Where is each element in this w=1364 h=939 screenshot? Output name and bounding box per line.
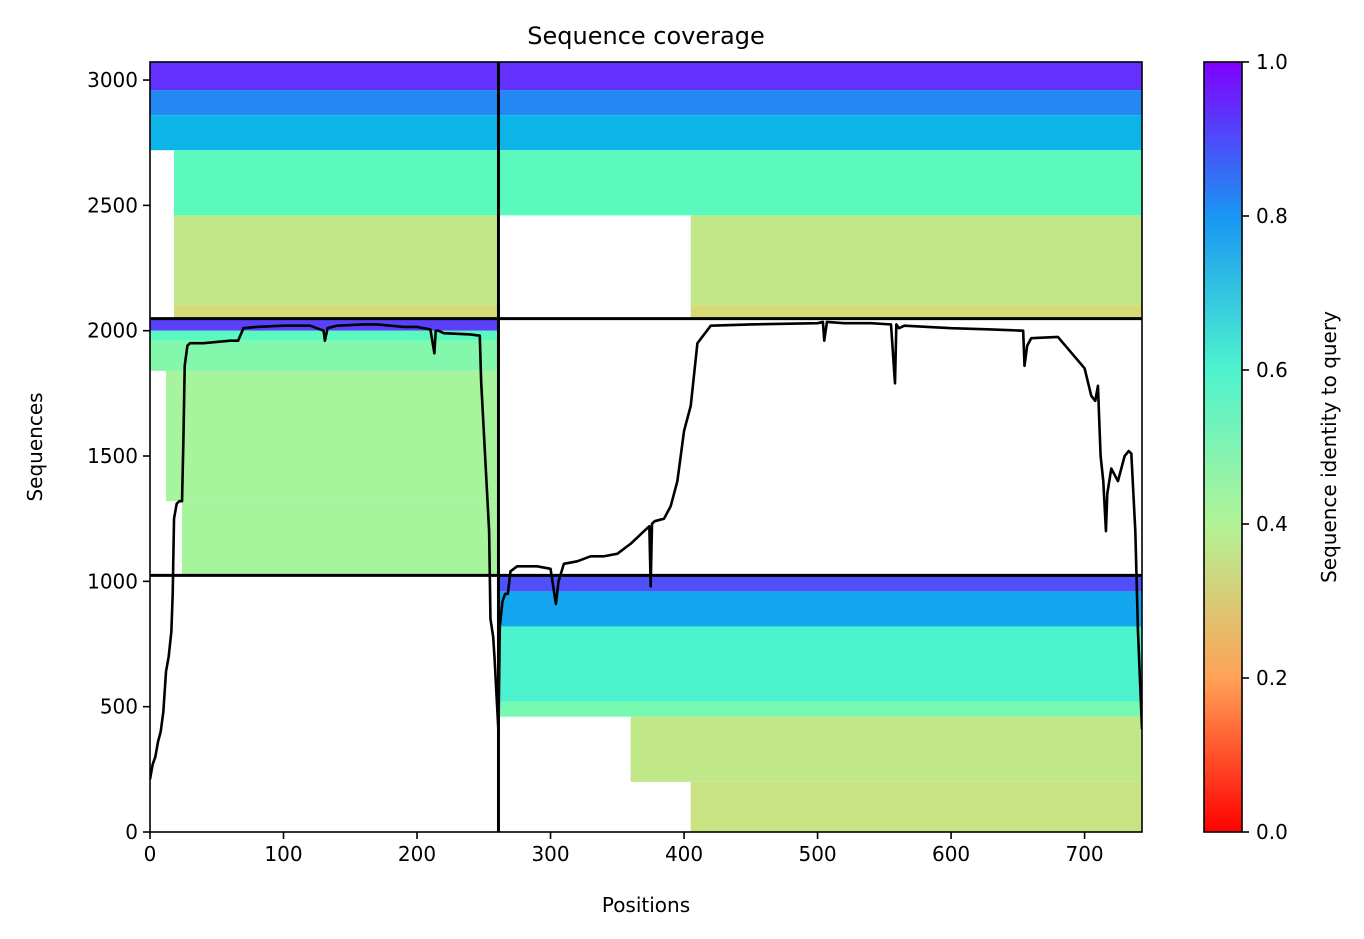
- x-tick-label: 400: [665, 842, 703, 866]
- plot-frame: [149, 61, 1143, 833]
- heatmap-band-1-1: [150, 90, 499, 116]
- coverage-line: [150, 320, 1142, 780]
- heatmap-band-3-4: [630, 716, 1142, 782]
- heatmap-band-0-2: [150, 340, 499, 371]
- colorbar-tick-label: 0.0: [1256, 820, 1288, 844]
- heatmap-layer: [150, 62, 1142, 832]
- plot-area: [149, 61, 1143, 833]
- x-tick-label: 0: [144, 842, 157, 866]
- y-tick-label: 3000: [87, 68, 138, 92]
- heatmap-band-1-4: [174, 215, 499, 306]
- heatmap-band-1-3: [174, 150, 499, 216]
- y-tick-label: 500: [100, 695, 138, 719]
- x-axis-label: Positions: [602, 893, 690, 917]
- x-tick-label: 600: [932, 842, 970, 866]
- y-tick-label: 1500: [87, 444, 138, 468]
- colorbar-frame: [1203, 61, 1243, 833]
- x-tick-label: 300: [531, 842, 569, 866]
- heatmap-band-0-4: [182, 501, 499, 576]
- y-tick-label: 2500: [87, 193, 138, 217]
- y-tick-label: 2000: [87, 319, 138, 343]
- colorbar-gradient: [1204, 62, 1242, 832]
- x-tick-label: 500: [798, 842, 836, 866]
- heatmap-band-3-0: [498, 575, 1142, 592]
- heatmap-band-1-5: [174, 305, 499, 319]
- colorbar-label: Sequence identity to query: [1317, 311, 1341, 583]
- colorbar: 0.0 0.2 0.4 0.6 0.8 1.0 Sequence identity to …: [1203, 50, 1341, 844]
- colorbar-tick-label: 0.6: [1256, 358, 1288, 382]
- colorbar-tick-label: 0.4: [1256, 512, 1288, 536]
- y-axis: 0 500 1000 1500 2000 2500 3000: [87, 68, 150, 844]
- heatmap-band-0-3: [166, 370, 499, 502]
- heatmap-band-3-5: [690, 781, 1142, 832]
- heatmap-band-3-1: [498, 591, 1142, 627]
- x-tick-label: 200: [398, 842, 436, 866]
- colorbar-tick-label: 1.0: [1256, 50, 1288, 74]
- x-tick-label: 700: [1065, 842, 1103, 866]
- y-tick-label: 1000: [87, 569, 138, 593]
- y-tick-label: 0: [125, 820, 138, 844]
- heatmap-band-2-4: [690, 215, 1142, 306]
- heatmap-band-0-0: [150, 318, 499, 331]
- chart-title: Sequence coverage: [527, 22, 764, 50]
- heatmap-band-1-2: [150, 115, 499, 151]
- heatmap-band-3-2: [498, 626, 1142, 702]
- heatmap-band-3-3: [498, 701, 1142, 717]
- y-axis-label: Sequences: [23, 392, 47, 501]
- heatmap-band-2-2: [498, 115, 1142, 151]
- colorbar-tick-label: 0.2: [1256, 666, 1288, 690]
- heatmap-band-1-0: [150, 62, 499, 91]
- heatmap-band-2-5: [690, 305, 1142, 319]
- heatmap-band-2-0: [498, 62, 1142, 91]
- heatmap-band-2-1: [498, 90, 1142, 116]
- x-axis: 0 100 200 300 400 500 600 700: [144, 832, 1104, 866]
- heatmap-band-2-3: [498, 150, 1142, 216]
- colorbar-tick-label: 0.8: [1256, 204, 1288, 228]
- colorbar-ticks: 0.0 0.2 0.4 0.6 0.8 1.0: [1242, 50, 1288, 844]
- x-tick-label: 100: [264, 842, 302, 866]
